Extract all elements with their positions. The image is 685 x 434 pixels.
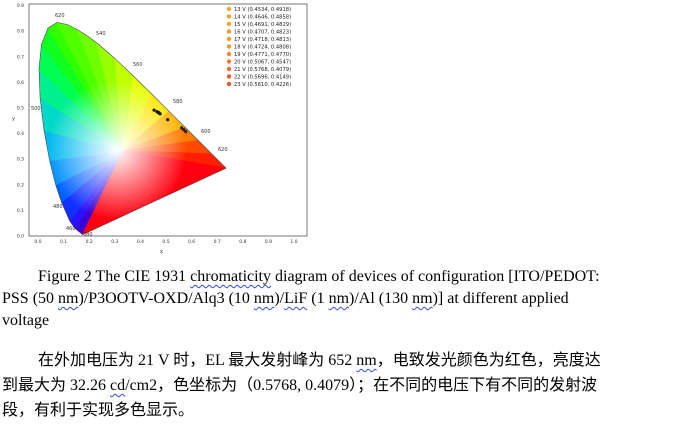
caption-text: nm bbox=[58, 290, 79, 307]
caption-line-2: PSS (50 nm)/P3OOTV-OXD/Alq3 (10 nm)/LiF … bbox=[2, 288, 685, 310]
wavelength-label: 620 bbox=[218, 147, 228, 153]
legend-label: 13 V (0.4534, 0.4918) bbox=[234, 7, 291, 13]
legend-label: 14 V (0.4646, 0.4858) bbox=[234, 14, 291, 20]
caption-line-1: Figure 2 The CIE 1931 chromaticity diagr… bbox=[2, 266, 685, 288]
legend-marker bbox=[226, 36, 232, 42]
caption-text: )/ bbox=[274, 290, 285, 307]
caption-text: LiF bbox=[284, 290, 308, 307]
legend-label: 17 V (0.4718, 0.4813) bbox=[234, 37, 291, 43]
x-tick-label: 0.3 bbox=[111, 239, 118, 245]
legend-marker bbox=[226, 6, 232, 12]
y-tick-label: 0.3 bbox=[17, 157, 24, 163]
legend-label: 18 V (0.4724, 0.4808) bbox=[234, 44, 291, 50]
caption-text: PSS (50 bbox=[2, 290, 59, 307]
body-paragraph: 在外加电压为 21 V 时，EL 最大发射峰为 652 nm，电致发光颜色为红色… bbox=[2, 348, 685, 423]
caption-text: )/Al (130 bbox=[349, 290, 413, 307]
x-tick-label: 0.7 bbox=[214, 239, 221, 245]
data-point bbox=[158, 112, 162, 116]
legend-marker bbox=[226, 14, 232, 19]
body-line-3: 段，有利于实现多色显示。 bbox=[2, 402, 195, 419]
data-point bbox=[180, 126, 184, 130]
wavelength-label: 560 bbox=[133, 62, 143, 68]
wavelength-label: 620 bbox=[55, 13, 65, 19]
caption-text: (1 bbox=[307, 290, 329, 307]
x-tick-label: 1.0 bbox=[290, 239, 297, 245]
caption-text: Figure 2 The CIE 1931 bbox=[38, 268, 191, 285]
caption-text: nm bbox=[412, 290, 433, 307]
y-tick-label: 0.4 bbox=[17, 131, 24, 137]
y-axis-ticks: 0.0 0.1 0.2 0.3 0.4 0.5 0.6 0.7 0.8 0.9 bbox=[17, 3, 24, 239]
y-tick-label: 0.5 bbox=[17, 106, 24, 112]
legend-marker bbox=[226, 74, 232, 79]
y-tick-label: 0.8 bbox=[17, 29, 24, 35]
legend-label: 23 V (0.5610, 0.4226) bbox=[234, 82, 291, 88]
data-points bbox=[152, 108, 188, 134]
wavelength-label: 480 bbox=[53, 204, 63, 210]
x-tick-label: 0.8 bbox=[239, 239, 246, 245]
body-text: cd bbox=[110, 377, 126, 394]
wavelength-label: 500 bbox=[31, 106, 41, 112]
body-line-1: 在外加电压为 21 V 时，EL 最大发射峰为 652 nm，电致发光颜色为红色… bbox=[2, 348, 685, 373]
caption-text: nm bbox=[253, 290, 275, 307]
y-tick-label: 0.6 bbox=[17, 80, 24, 86]
legend-label: 19 V (0.4771, 0.4770) bbox=[234, 52, 291, 58]
x-axis-label: x bbox=[160, 249, 163, 255]
body-text: 到最大为 32.26 bbox=[2, 377, 111, 394]
legend-marker bbox=[226, 51, 232, 57]
body-text: nm bbox=[356, 352, 377, 369]
data-point bbox=[152, 108, 156, 112]
x-tick-label: 0.0 bbox=[34, 239, 41, 245]
y-axis-label: y bbox=[12, 116, 15, 122]
legend-marker bbox=[226, 59, 232, 64]
x-tick-label: 0.6 bbox=[188, 239, 195, 245]
legend-marker bbox=[226, 29, 232, 34]
data-point bbox=[182, 128, 186, 132]
legend-marker bbox=[226, 44, 232, 49]
caption-text: )/P3OOTV-OXD/Alq3 (10 bbox=[78, 290, 254, 307]
spectral-locus-outline bbox=[38, 22, 227, 236]
legend-marker bbox=[226, 81, 232, 87]
x-tick-label: 0.9 bbox=[265, 239, 272, 245]
legend-marker bbox=[226, 21, 232, 27]
data-point bbox=[166, 117, 170, 122]
body-line-2: 到最大为 32.26 cd/cm2，色坐标为（0.5768, 0.4079）；在… bbox=[2, 373, 685, 398]
x-tick-label: 0.1 bbox=[60, 239, 67, 245]
legend: 13 V (0.4534, 0.4918)14 V (0.4646, 0.485… bbox=[226, 6, 291, 88]
figure-caption: Figure 2 The CIE 1931 chromaticity diagr… bbox=[2, 266, 685, 332]
x-tick-label: 0.2 bbox=[86, 239, 93, 245]
caption-text: diagram of devices of configuration [ITO… bbox=[271, 268, 600, 285]
legend-label: 22 V (0.5696, 0.4149) bbox=[234, 74, 291, 80]
y-tick-label: 0.7 bbox=[17, 54, 24, 60]
wavelength-label: 460 bbox=[66, 226, 76, 232]
wavelength-labels: 620 540 560 580 600 620 500 480 460 380 bbox=[31, 13, 228, 238]
wavelength-label: 380 bbox=[83, 232, 93, 238]
y-tick-label: 0.1 bbox=[17, 208, 24, 214]
wavelength-label: 600 bbox=[201, 129, 211, 135]
y-tick-label: 0.0 bbox=[17, 234, 24, 240]
caption-line-3: voltage bbox=[2, 312, 50, 329]
legend-label: 16 V (0.4707, 0.4823) bbox=[234, 29, 291, 35]
y-tick-label: 0.9 bbox=[17, 3, 24, 9]
body-text: ，电致发光颜色为红色，亮度达 bbox=[376, 352, 601, 369]
legend-label: 21 V (0.5768, 0.4079) bbox=[234, 67, 291, 73]
body-text: /cm2，色坐标为（0.5768, 0.4079）；在不同的电压下有不同的发射波 bbox=[125, 377, 598, 394]
legend-label: 20 V (0.5067, 0.4547) bbox=[234, 59, 291, 65]
wavelength-label: 540 bbox=[96, 31, 106, 37]
legend-marker bbox=[226, 66, 232, 72]
x-tick-label: 0.4 bbox=[137, 239, 144, 245]
caption-text: chromaticity bbox=[190, 268, 271, 285]
caption-text: )] at different applied bbox=[432, 290, 569, 307]
body-text: 在外加电压为 21 V 时，EL 最大发射峰为 652 bbox=[38, 352, 357, 369]
wavelength-label: 580 bbox=[173, 99, 183, 105]
x-tick-label: 0.5 bbox=[162, 239, 169, 245]
x-axis-ticks: 0.0 0.1 0.2 0.3 0.4 0.5 0.6 0.7 0.8 0.9 1.0 bbox=[34, 239, 297, 245]
cie-chromaticity-figure: 0.0 0.1 0.2 0.3 0.4 0.5 0.6 0.7 0.8 0.9 1.0 0.0 0.1… bbox=[12, 3, 308, 255]
caption-text: nm bbox=[328, 290, 350, 307]
y-tick-label: 0.2 bbox=[17, 182, 24, 188]
legend-label: 15 V (0.4691, 0.4829) bbox=[234, 22, 291, 28]
